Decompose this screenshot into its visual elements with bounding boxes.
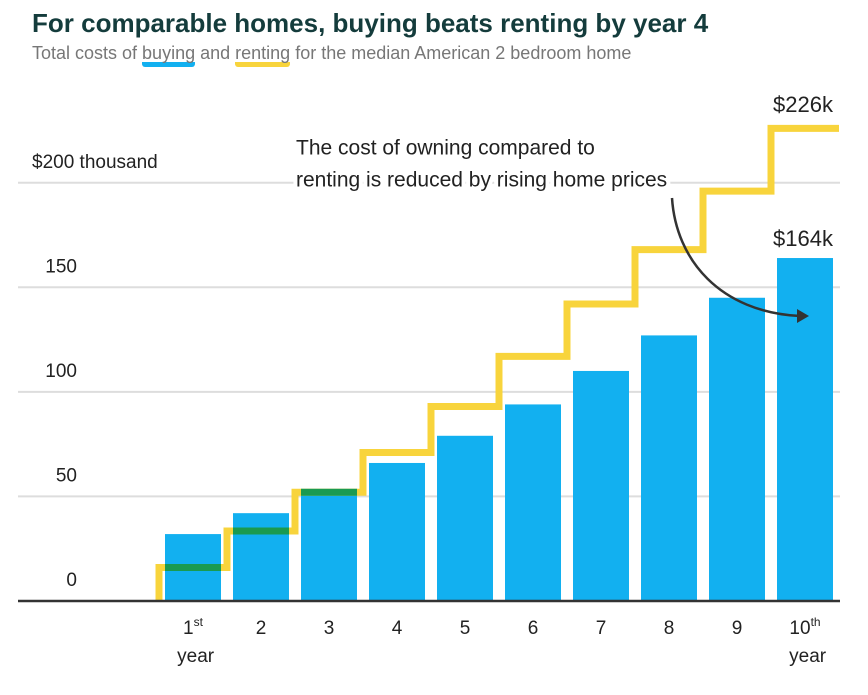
chart-title: For comparable homes, buying beats renti…	[32, 8, 709, 38]
y-tick-label: 150	[45, 256, 77, 277]
annotation: renting is reduced by rising home prices	[296, 169, 667, 192]
subtitle-text: and	[200, 43, 231, 63]
x-tick-label: 9	[732, 618, 743, 639]
arrow-head	[797, 309, 809, 323]
bar	[437, 435, 493, 601]
x-tick-label: 8	[664, 618, 675, 639]
plot: 0 50 100 150 $200 thousand $164k $226k 1st year…	[18, 92, 840, 667]
x-tick-label: 3	[324, 618, 335, 639]
legend-entry: buying	[142, 44, 196, 67]
bar	[301, 490, 357, 601]
bar	[369, 462, 425, 601]
subtitle: Total costs of buying and renting for the me…	[32, 40, 708, 67]
x-tick-label: 7	[596, 618, 607, 639]
y-tick-label: $200 thousand	[32, 152, 158, 173]
value-label: $164k	[773, 226, 834, 251]
x-tick-label: 5	[460, 618, 471, 639]
annotation-arrow	[670, 197, 801, 318]
y-tick-label: 100	[45, 361, 77, 382]
x-tick-label: 6	[528, 618, 539, 639]
bar	[777, 258, 833, 601]
y-tick-label: 0	[66, 570, 77, 591]
legend-entry: renting	[235, 44, 291, 67]
header: For comparable homes, buying beats renti…	[32, 6, 708, 67]
bar	[505, 404, 561, 601]
x-tick-label: 10th year	[784, 615, 827, 667]
bar	[641, 335, 697, 601]
x-tick-label: 4	[392, 618, 403, 639]
annotation: The cost of owning compared to	[296, 137, 595, 160]
subtitle-text: Total costs of	[32, 43, 138, 63]
x-tick-label: 1st year	[172, 615, 215, 667]
x-tick-label: 2	[256, 618, 267, 639]
bar	[233, 513, 289, 601]
subtitle-text: for the median American 2 bedroom home	[295, 43, 632, 63]
bar	[573, 370, 629, 601]
bar	[709, 297, 765, 601]
value-label: $226k	[773, 92, 834, 117]
y-tick-label: 50	[56, 465, 77, 486]
